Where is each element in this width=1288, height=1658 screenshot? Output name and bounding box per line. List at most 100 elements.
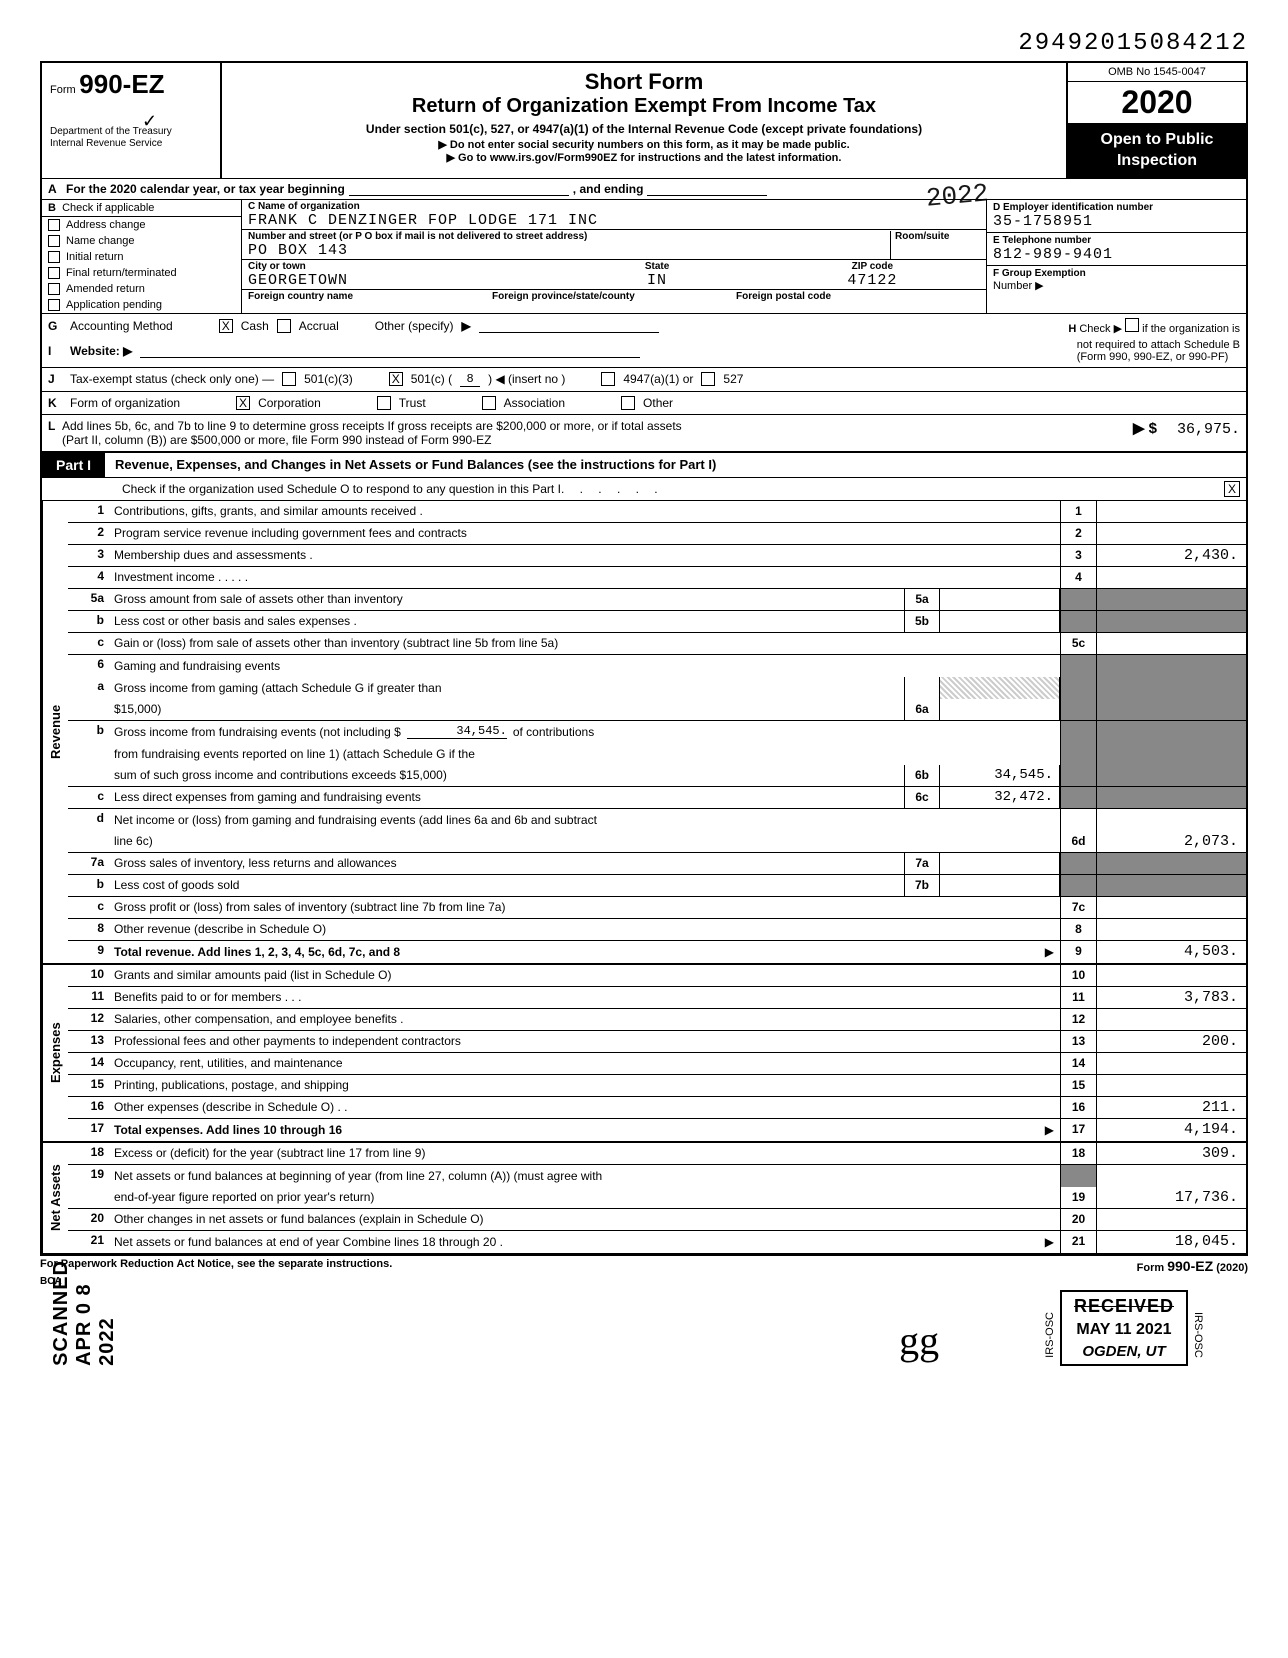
received-text: RECEIVED — [1074, 1296, 1174, 1317]
chk-final-return[interactable] — [48, 267, 60, 279]
ln12-box: 12 — [1060, 1009, 1096, 1030]
row-h: H Check ▶ if the organization is — [1068, 318, 1240, 335]
chk-schedule-b[interactable] — [1125, 318, 1139, 332]
501c-number: 8 — [460, 372, 480, 387]
org-name-label: C Name of organization — [248, 201, 980, 212]
ln13-num: 13 — [68, 1031, 108, 1052]
chk-4947[interactable] — [601, 372, 615, 386]
form-label: Form — [50, 84, 76, 96]
ln5a-mbox: 5a — [904, 589, 940, 610]
chk-501c[interactable] — [389, 372, 403, 386]
group-exemption-label: F Group Exemption — [993, 268, 1240, 279]
chk-association[interactable] — [482, 396, 496, 410]
ln17-num: 17 — [68, 1119, 108, 1141]
chk-cash[interactable] — [219, 319, 233, 333]
ln6b-desc2: of contributions — [513, 725, 594, 739]
block-b: B Check if applicable Address change Nam… — [40, 200, 1248, 313]
label-k: K — [48, 396, 62, 410]
received-location: OGDEN, UT — [1074, 1343, 1174, 1360]
ln21-num: 21 — [68, 1231, 108, 1253]
chk-amended[interactable] — [48, 283, 60, 295]
ln6a-sh3 — [1060, 677, 1096, 699]
ln1-box: 1 — [1060, 501, 1096, 522]
tel-value: 812-989-9401 — [993, 246, 1240, 263]
ln7a-sh1 — [1060, 853, 1096, 874]
year-begin-field[interactable] — [349, 182, 569, 196]
ln6d-desc1: Net income or (loss) from gaming and fun… — [114, 813, 597, 827]
lbl-final-return: Final return/terminated — [66, 267, 177, 279]
chk-other-org[interactable] — [621, 396, 635, 410]
chk-corporation[interactable] — [236, 396, 250, 410]
ln10-num: 10 — [68, 965, 108, 986]
ln9-num: 9 — [68, 941, 108, 963]
expenses-section: Expenses 10Grants and similar amounts pa… — [40, 965, 1248, 1143]
chk-pending[interactable] — [48, 299, 60, 311]
ein-label: D Employer identification number — [993, 202, 1240, 213]
col-b-right: D Employer identification number35-17589… — [986, 200, 1246, 313]
ln6d-num2 — [68, 831, 108, 852]
city-label: City or town — [248, 261, 549, 272]
row-k: K Form of organization Corporation Trust… — [40, 391, 1248, 414]
ln14-box: 14 — [1060, 1053, 1096, 1074]
ln5c-box: 5c — [1060, 633, 1096, 654]
website-field[interactable] — [140, 344, 640, 358]
received-date: MAY 11 2021 — [1074, 1321, 1174, 1339]
ln10-val — [1096, 965, 1246, 986]
label-i: I — [48, 344, 62, 358]
ln15-num: 15 — [68, 1075, 108, 1096]
subtitle-2: ▶ Do not enter social security numbers o… — [232, 138, 1056, 151]
received-side-r: IRS-OSC — [1192, 1312, 1204, 1358]
ln7b-sh2 — [1096, 875, 1246, 896]
rowl-text2: (Part II, column (B)) are $500,000 or mo… — [62, 433, 1040, 447]
part1-check-row: Check if the organization used Schedule … — [40, 478, 1248, 500]
opt-501c3: 501(c)(3) — [304, 372, 353, 386]
ln6c-num: c — [68, 787, 108, 808]
ln14-val — [1096, 1053, 1246, 1074]
ln6b-sh6 — [1096, 765, 1246, 786]
ln7c-val — [1096, 897, 1246, 918]
chk-accrual[interactable] — [277, 319, 291, 333]
org-name: FRANK C DENZINGER FOP LODGE 171 INC — [248, 212, 980, 229]
chk-501c3[interactable] — [282, 372, 296, 386]
row-i-h2: I Website: ▶ not required to attach Sche… — [40, 339, 1248, 367]
chk-initial-return[interactable] — [48, 251, 60, 263]
label-h: H — [1068, 323, 1076, 335]
lbl-amended: Amended return — [66, 283, 145, 295]
ln16-desc: Other expenses (describe in Schedule O) … — [114, 1100, 347, 1114]
ln7b-sh1 — [1060, 875, 1096, 896]
org-city: GEORGETOWN — [248, 272, 549, 289]
ln5a-num: 5a — [68, 589, 108, 610]
hand-stamp-2022: 2022 — [924, 178, 989, 213]
h-txt4: (Form 990, 990-EZ, or 990-PF) — [1077, 351, 1240, 363]
ln6a-sh2 — [940, 677, 1060, 699]
chk-trust[interactable] — [377, 396, 391, 410]
ln21-desc: Net assets or fund balances at end of ye… — [114, 1235, 503, 1249]
ln6b-sh1 — [1060, 721, 1096, 743]
year-end-field[interactable] — [647, 182, 767, 196]
label-b: B — [48, 202, 56, 214]
part1-header: Part I Revenue, Expenses, and Changes in… — [40, 451, 1248, 478]
ln2-box: 2 — [1060, 523, 1096, 544]
ln9-desc: Total revenue. Add lines 1, 2, 3, 4, 5c,… — [114, 945, 400, 959]
chk-name-change[interactable] — [48, 235, 60, 247]
tax-year: 2020 — [1068, 82, 1246, 124]
ln1-num: 1 — [68, 501, 108, 522]
foreign-postal-label: Foreign postal code — [736, 291, 980, 302]
ln21-val: 18,045. — [1096, 1231, 1246, 1253]
ln18-val: 309. — [1096, 1143, 1246, 1164]
ln11-num: 11 — [68, 987, 108, 1008]
title-short-form: Short Form — [232, 69, 1056, 95]
row-j: J Tax-exempt status (check only one) — 5… — [40, 367, 1248, 391]
form-header: Form 990-EZ ✓ Department of the Treasury… — [40, 61, 1248, 178]
col-b-checkboxes: B Check if applicable Address change Nam… — [42, 200, 242, 313]
ln6-desc: Gaming and fundraising events — [114, 659, 280, 673]
chk-527[interactable] — [701, 372, 715, 386]
ln7c-num: c — [68, 897, 108, 918]
ln6-shade2 — [1096, 655, 1246, 677]
chk-address-change[interactable] — [48, 219, 60, 231]
ln6a-mval — [940, 699, 1060, 720]
part1-checkbox[interactable]: X — [1224, 481, 1240, 497]
other-specify-field[interactable] — [479, 319, 659, 333]
group-number-label: Number ▶ — [993, 279, 1240, 292]
checkmark-icon: ✓ — [142, 111, 157, 132]
